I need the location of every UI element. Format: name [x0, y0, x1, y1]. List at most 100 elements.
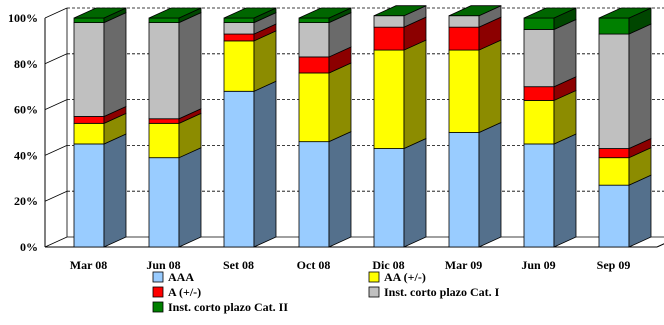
bar-top — [223, 7, 277, 19]
bars — [73, 5, 652, 248]
bar-side — [103, 11, 127, 118]
bar-side — [328, 131, 352, 248]
bar-segment-oct-08-aa — [298, 62, 352, 143]
bar-top — [73, 7, 127, 19]
x-tick-label: Oct 08 — [297, 258, 331, 272]
bar-top — [373, 5, 427, 17]
legend-label: A (+/-) — [168, 285, 201, 299]
bar-front — [73, 116, 105, 124]
depth-gridline — [44, 7, 68, 19]
legend: AAA AA (+/-)A (+/-) Inst. corto plazo Cat.… — [152, 270, 500, 314]
x-tick-label: Jun 09 — [521, 258, 555, 272]
bar-front — [73, 17, 105, 23]
bar-front — [598, 17, 630, 35]
bar-side — [478, 39, 502, 134]
y-tick-label: 100% — [8, 11, 38, 25]
bar-side — [253, 30, 277, 92]
floor-right-edge — [656, 243, 664, 248]
bar-side — [253, 80, 277, 248]
bar-segment-jun-09-inst-corto-plazo-cat-i — [523, 18, 577, 88]
bar-side — [328, 62, 352, 143]
bar-front — [598, 33, 630, 149]
bar-segment-sep-09-inst-corto-plazo-cat-ii — [598, 7, 652, 35]
legend-item-aa: AA (+/-) — [368, 270, 426, 284]
legend-item-inst-corto-plazo-cat-i: Inst. corto plazo Cat. I — [368, 285, 500, 299]
bar-top — [523, 7, 577, 19]
legend-swatch — [368, 271, 380, 283]
bar-front — [598, 157, 630, 186]
bar-top — [598, 7, 652, 19]
bar-segment-jun-08-inst-corto-plazo-cat-i — [148, 11, 202, 120]
bar-front — [523, 86, 555, 101]
bar-side — [553, 18, 577, 88]
bar-front — [148, 17, 180, 23]
legend-swatch — [368, 286, 380, 298]
bar-segment-mar-09-aa — [448, 39, 502, 134]
bar-front — [373, 49, 405, 149]
depth-gridline — [44, 190, 68, 202]
bar-segment-dic-08-aa — [373, 39, 427, 150]
bar-front — [298, 22, 330, 58]
bar-front — [73, 122, 105, 145]
bar-segment-mar-09-aaa — [448, 121, 502, 248]
bar-side — [403, 39, 427, 150]
bar-front — [373, 15, 405, 28]
bar-segment-jun-08-a — [148, 108, 202, 124]
bar-segment-jun-08-aaa — [148, 147, 202, 248]
bar-front — [523, 29, 555, 88]
bar-segment-set-08-aaa — [223, 80, 277, 248]
bar-front — [448, 49, 480, 133]
x-tick-label: Sep 09 — [597, 258, 631, 272]
legend-label: AA (+/-) — [384, 270, 426, 284]
bar-front — [298, 17, 330, 23]
bar-segment-oct-08-aaa — [298, 131, 352, 248]
bar-segment-sep-09-aa — [598, 147, 652, 186]
y-axis-tick-labels: 0% 20% 40% 60% 80% 100% — [8, 11, 38, 254]
legend-label: Inst. corto plazo Cat. I — [384, 285, 500, 299]
depth-gridline — [44, 236, 68, 248]
x-tick-label: Set 08 — [223, 258, 254, 272]
bar-segment-jun-09-aa — [523, 89, 577, 145]
bar-side — [628, 174, 652, 248]
legend-label: AAA — [168, 270, 194, 284]
legend-swatch — [152, 286, 164, 298]
legend-item-aaa: AAA — [152, 270, 194, 284]
y-tick-label: 20% — [14, 194, 38, 208]
bar-segment-jun-09-aaa — [523, 133, 577, 248]
bar-segment-sep-09-aaa — [598, 174, 652, 248]
bar-segment-jun-08-aa — [148, 112, 202, 159]
bar-front — [223, 33, 255, 42]
bar-front — [148, 157, 180, 248]
bar-front — [598, 184, 630, 248]
bar-top — [448, 5, 502, 17]
bar-front — [373, 148, 405, 248]
axes — [44, 8, 664, 248]
bar-front — [298, 72, 330, 143]
bar-front — [73, 143, 105, 248]
legend-swatch — [152, 301, 164, 313]
bar-front — [298, 56, 330, 74]
bar-side — [403, 137, 427, 248]
depth-gridline — [44, 99, 68, 110]
bar-front — [223, 22, 255, 35]
x-tick-label: Jun 08 — [146, 258, 180, 272]
y-tick-label: 60% — [14, 103, 38, 117]
bar-front — [148, 22, 180, 120]
x-axis-tick-labels: Mar 08 Jun 08 Set 08 Oct 08 Dic 08 Mar 09 Jun … — [70, 258, 631, 272]
bar-segment-oct-08-inst-corto-plazo-cat-i — [298, 11, 352, 58]
bar-front — [448, 26, 480, 51]
bar-top — [298, 7, 352, 19]
bar-segment-sep-09-inst-corto-plazo-cat-i — [598, 23, 652, 150]
bar-front — [598, 148, 630, 159]
bar-front — [298, 141, 330, 248]
y-tick-label: 80% — [14, 57, 38, 71]
bar-front — [223, 90, 255, 248]
x-tick-label: Mar 09 — [445, 258, 482, 272]
bar-segment-dic-08-a — [373, 16, 427, 51]
legend-item-inst-corto-plazo-cat-ii: Inst. corto plazo Cat. II — [152, 300, 288, 314]
depth-gridline — [44, 145, 68, 156]
bar-side — [628, 23, 652, 150]
bar-front — [148, 118, 180, 124]
bar-segment-dic-08-aaa — [373, 137, 427, 248]
